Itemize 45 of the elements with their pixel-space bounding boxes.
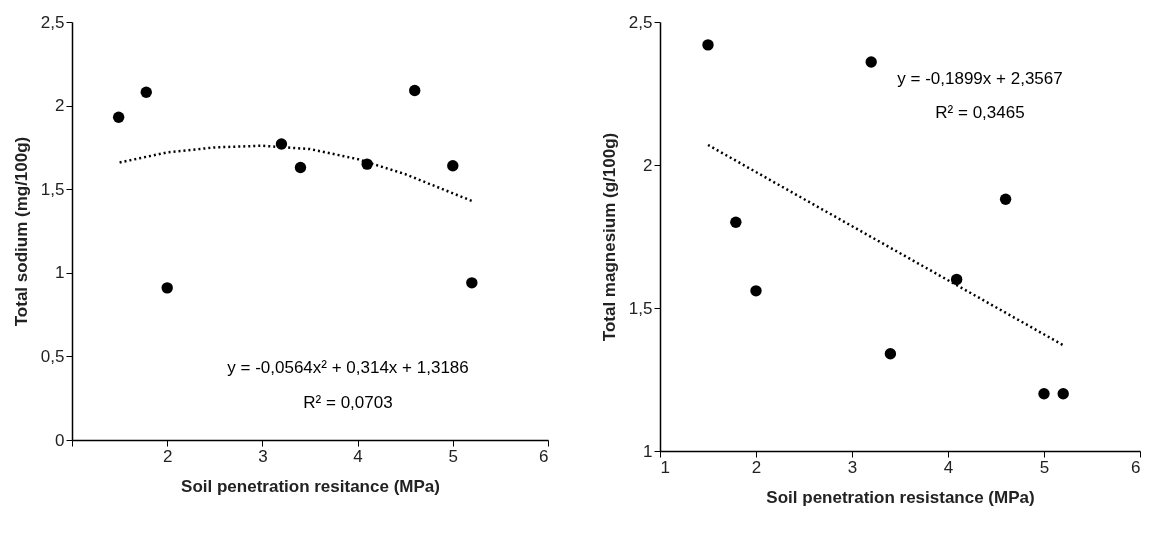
y-tick-label: 2	[55, 96, 65, 116]
y-tick-label: 1	[55, 263, 65, 283]
point	[999, 193, 1012, 206]
x-tick-label: 5	[1039, 457, 1050, 477]
point	[1038, 388, 1050, 400]
point	[275, 138, 288, 150]
x-tick-label: 2	[162, 446, 173, 466]
y-tick-label: 0,5	[40, 346, 65, 366]
annotation: R² = 0,0703	[303, 393, 393, 412]
point	[750, 285, 762, 297]
point	[950, 273, 963, 286]
x-tick-label: 1	[660, 457, 670, 477]
x-axis-title: Soil penetration resitance (MPa)	[181, 476, 440, 496]
x-tick-label: 4	[943, 457, 954, 477]
point	[466, 277, 478, 289]
y-axis-title: Total sodium (mg/100g)	[11, 136, 31, 327]
x-tick-label: 2	[751, 457, 762, 477]
point	[294, 161, 307, 174]
annotation: y = -0,1899x + 2,3567	[897, 69, 1063, 88]
x-tick-label: 6	[1131, 457, 1141, 477]
y-axis-title: Total magnesium (g/100g)	[599, 132, 619, 342]
point	[1057, 388, 1069, 400]
point	[447, 160, 459, 172]
y-tick-label: 1,5	[628, 298, 653, 318]
x-tick-label: 4	[353, 446, 363, 466]
point	[702, 39, 714, 51]
annotation: R² = 0,3465	[935, 103, 1025, 122]
point	[112, 111, 125, 123]
point	[161, 282, 173, 294]
point	[409, 84, 421, 97]
x-tick-label: 3	[258, 446, 268, 466]
x-tick-label: 5	[448, 446, 459, 466]
x-tick-label: 6	[539, 446, 549, 466]
y-tick-label: 0	[55, 430, 65, 450]
point	[865, 56, 877, 68]
point	[730, 216, 742, 228]
point	[140, 86, 152, 98]
annotation: y = -0,0564x² + 0,314x + 1,3186	[227, 358, 469, 377]
point	[884, 348, 897, 360]
x-axis-title: Soil penetration resistance (MPa)	[766, 487, 1035, 507]
y-tick-label: 1,5	[40, 179, 65, 199]
x-tick-label: 3	[847, 457, 858, 477]
y-tick-label: 2,5	[628, 12, 653, 32]
y-tick-label: 2	[643, 155, 653, 175]
y-tick-label: 2,5	[40, 12, 65, 32]
